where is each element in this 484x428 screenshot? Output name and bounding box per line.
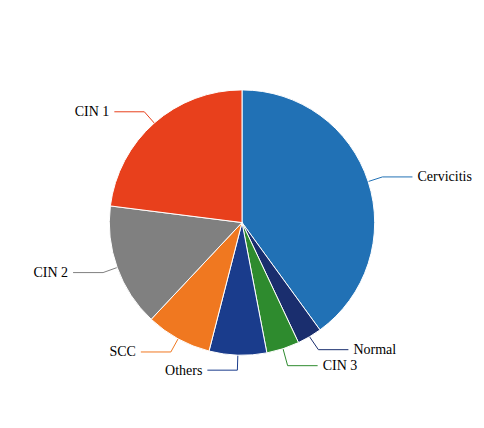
svg-text:CIN 1: CIN 1: [75, 104, 110, 119]
svg-text:Normal: Normal: [353, 342, 396, 357]
svg-text:SCC: SCC: [109, 344, 135, 359]
svg-text:CIN 2: CIN 2: [33, 265, 68, 280]
svg-text:Cervicitis: Cervicitis: [417, 169, 471, 184]
svg-text:Others: Others: [165, 363, 202, 378]
svg-text:CIN 3: CIN 3: [323, 358, 358, 373]
